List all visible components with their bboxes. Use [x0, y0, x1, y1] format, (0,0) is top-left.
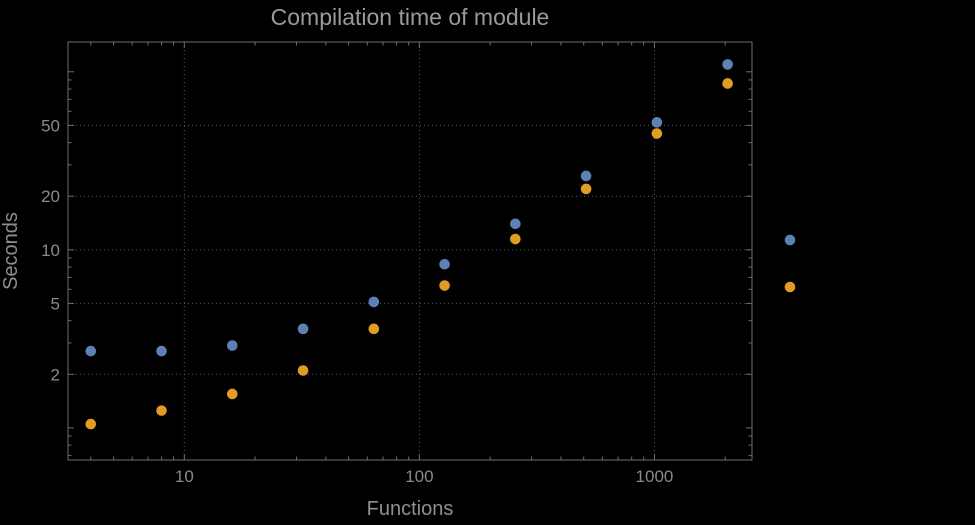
data-point-blue: [156, 345, 167, 357]
data-point-orange: [85, 418, 97, 430]
axis-ticks: [68, 42, 752, 460]
y-tick-label: 2: [51, 365, 60, 384]
axis-tick-labels: 10 100 1000 2 5 10 20 50: [41, 116, 673, 486]
y-tick-label: 20: [41, 187, 60, 206]
data-point-blue: [651, 117, 663, 128]
data-point-orange: [722, 78, 733, 89]
data-points: [85, 59, 733, 430]
x-tick-label: 10: [175, 467, 194, 486]
data-point-blue: [297, 323, 309, 335]
plot-frame: [67, 41, 753, 461]
data-point-orange: [580, 183, 592, 195]
y-tick-label: 5: [51, 294, 60, 313]
legend: [784, 234, 796, 293]
data-point-orange: [156, 405, 167, 416]
x-tick-label: 1000: [636, 467, 674, 486]
data-point-orange: [297, 365, 309, 376]
y-axis-label: Seconds: [0, 212, 22, 290]
x-tick-label: 100: [405, 467, 433, 486]
data-point-blue: [227, 340, 238, 351]
gridlines: [68, 42, 752, 460]
y-tick-label: 10: [41, 241, 60, 260]
x-axis-label: Functions: [367, 498, 454, 520]
data-point-blue: [722, 59, 733, 70]
data-point-orange: [651, 128, 663, 139]
data-point-orange: [510, 233, 521, 245]
data-point-blue: [85, 345, 97, 357]
legend-marker-blue: [784, 234, 796, 246]
chart-title: Compilation time of module: [271, 4, 550, 30]
y-tick-label: 50: [41, 116, 60, 135]
frame-border: [67, 41, 753, 461]
data-point-blue: [439, 258, 450, 270]
data-point-orange: [439, 280, 450, 291]
data-point-orange: [227, 388, 238, 400]
data-point-orange: [368, 323, 380, 335]
data-point-blue: [580, 170, 592, 182]
data-point-blue: [368, 296, 380, 308]
legend-marker-orange: [784, 281, 796, 293]
data-point-blue: [510, 218, 521, 230]
